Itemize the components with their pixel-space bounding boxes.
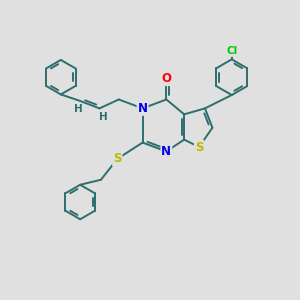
Text: H: H: [74, 104, 83, 114]
Text: S: S: [195, 140, 203, 154]
Text: S: S: [113, 152, 122, 165]
Text: N: N: [138, 102, 148, 115]
Text: H: H: [99, 112, 107, 122]
Text: N: N: [161, 145, 171, 158]
Text: O: O: [161, 72, 171, 85]
Text: Cl: Cl: [226, 46, 237, 56]
